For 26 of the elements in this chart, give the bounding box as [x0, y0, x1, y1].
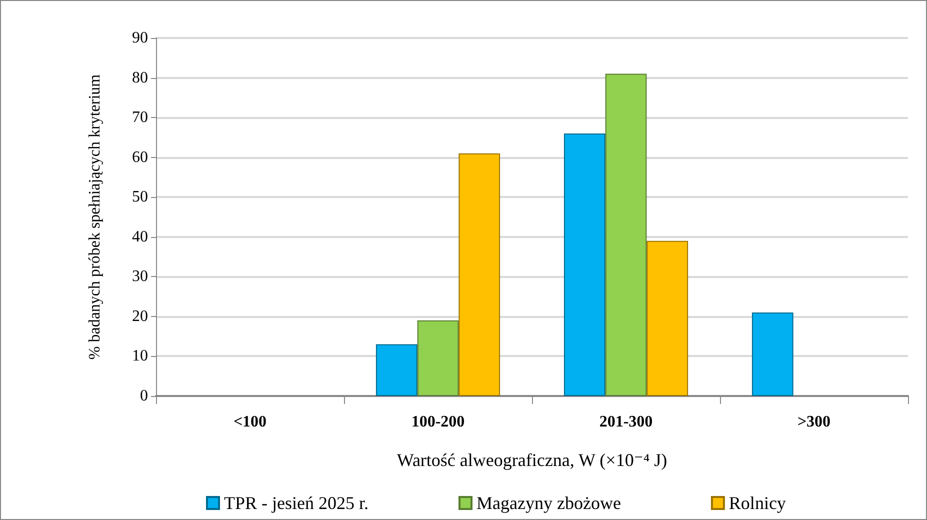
bar: [564, 133, 606, 396]
y-tick-label: 20: [132, 308, 148, 325]
y-tick-label: 70: [132, 109, 148, 126]
y-axis-title: % badanych próbek spełniających kryterium: [86, 74, 104, 360]
legend-label: Rolnicy: [728, 493, 786, 513]
y-tick-label: 60: [132, 148, 148, 166]
x-axis-title: Wartość alweograficzna, W (×10⁻⁴ J): [396, 450, 668, 470]
y-tick-label: 10: [132, 348, 148, 365]
y-tick-label: 30: [132, 268, 148, 286]
y-tick-label: 50: [132, 188, 148, 206]
bar: [458, 153, 500, 396]
x-tick-label: <100: [233, 414, 267, 430]
bar: [417, 320, 459, 396]
bar: [376, 344, 418, 396]
x-tick-label: >300: [797, 414, 831, 430]
x-tick-label: 100-200: [411, 414, 465, 430]
y-tick-label: 40: [132, 228, 148, 246]
bar: [752, 312, 794, 396]
legend-label: Magazyny zbożowe: [476, 493, 621, 513]
y-tick-label: 0: [140, 388, 148, 404]
legend-label: TPR - jesień 2025 r.: [224, 493, 368, 513]
y-tick-label: 90: [132, 30, 148, 46]
bar: [646, 240, 688, 396]
x-tick-label: 201-300: [599, 414, 653, 430]
y-tick-label: 80: [132, 69, 148, 86]
bar: [605, 74, 647, 396]
